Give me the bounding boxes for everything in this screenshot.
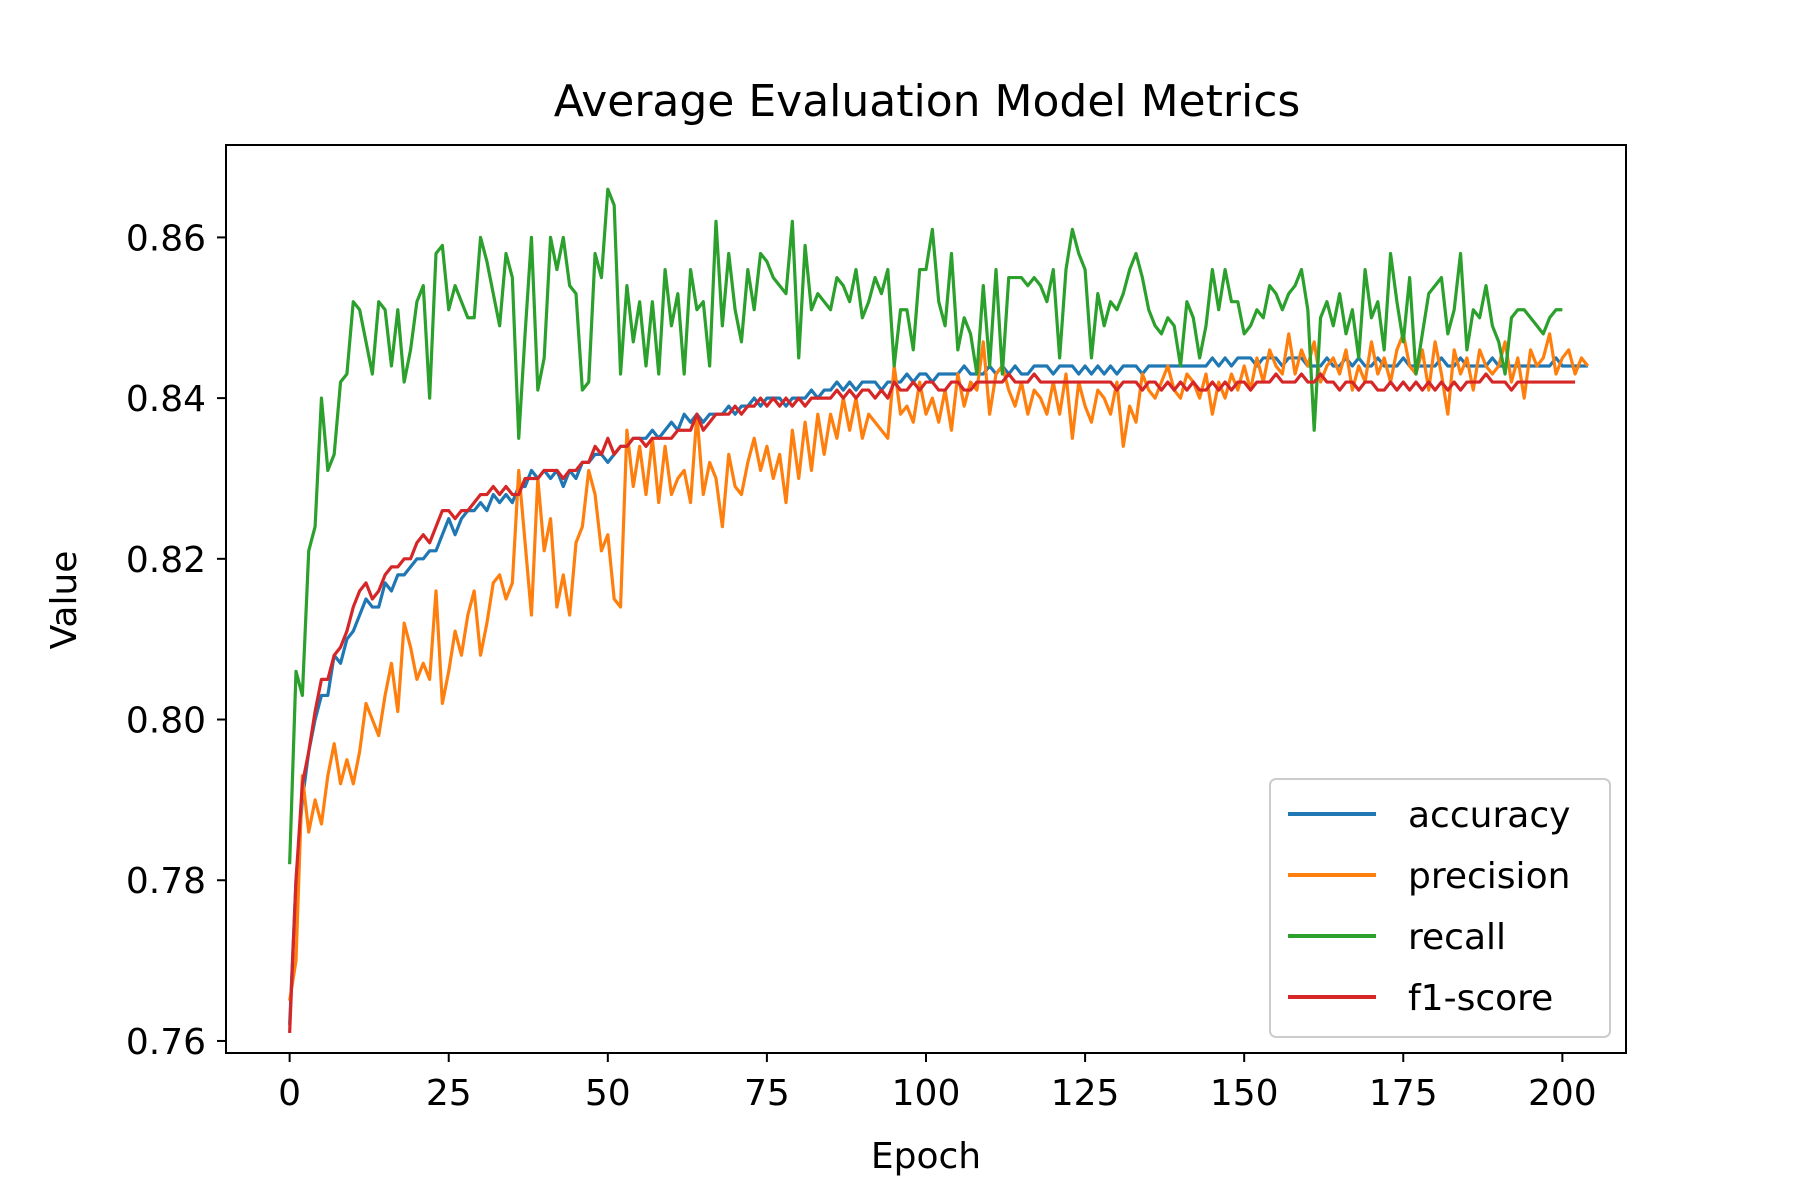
x-tick-label: 100 xyxy=(892,1073,961,1114)
series-line-recall xyxy=(288,187,1563,865)
x-tick-label: 150 xyxy=(1210,1073,1279,1114)
legend-label-recall: recall xyxy=(1408,917,1506,958)
x-axis-label: Epoch xyxy=(871,1136,981,1177)
legend-label-precision: precision xyxy=(1408,856,1570,897)
plot-area xyxy=(288,187,1590,1033)
legend-box xyxy=(1269,778,1611,1038)
y-tick-label: 0.82 xyxy=(126,540,206,581)
y-axis-label: Value xyxy=(44,551,85,650)
y-axis: 0.76 0.78 0.80 0.82 0.84 0.86 xyxy=(126,218,226,1063)
x-tick-label: 50 xyxy=(585,1073,631,1114)
y-tick-label: 0.80 xyxy=(126,701,206,742)
x-tick-label: 75 xyxy=(744,1073,790,1114)
x-tick-label: 175 xyxy=(1369,1073,1438,1114)
y-tick-label: 0.76 xyxy=(126,1022,206,1063)
legend-label-f1-score: f1-score xyxy=(1408,978,1553,1019)
y-tick-label: 0.84 xyxy=(126,379,206,420)
x-tick-label: 125 xyxy=(1051,1073,1120,1114)
series-line-f1-score xyxy=(288,372,1576,1033)
x-tick-label: 0 xyxy=(278,1073,301,1114)
series-line-precision xyxy=(288,332,1590,1002)
x-tick-label: 25 xyxy=(426,1073,472,1114)
legend: accuracy precision recall f1-score xyxy=(1269,778,1611,1038)
chart-title: Average Evaluation Model Metrics xyxy=(554,76,1301,127)
x-axis: 0 25 50 75 100 125 150 175 200 xyxy=(278,1053,1597,1114)
legend-label-accuracy: accuracy xyxy=(1408,795,1570,836)
series-line-accuracy xyxy=(288,356,1588,1025)
y-tick-label: 0.78 xyxy=(126,861,206,902)
x-tick-label: 200 xyxy=(1528,1073,1597,1114)
y-tick-label: 0.86 xyxy=(126,218,206,259)
